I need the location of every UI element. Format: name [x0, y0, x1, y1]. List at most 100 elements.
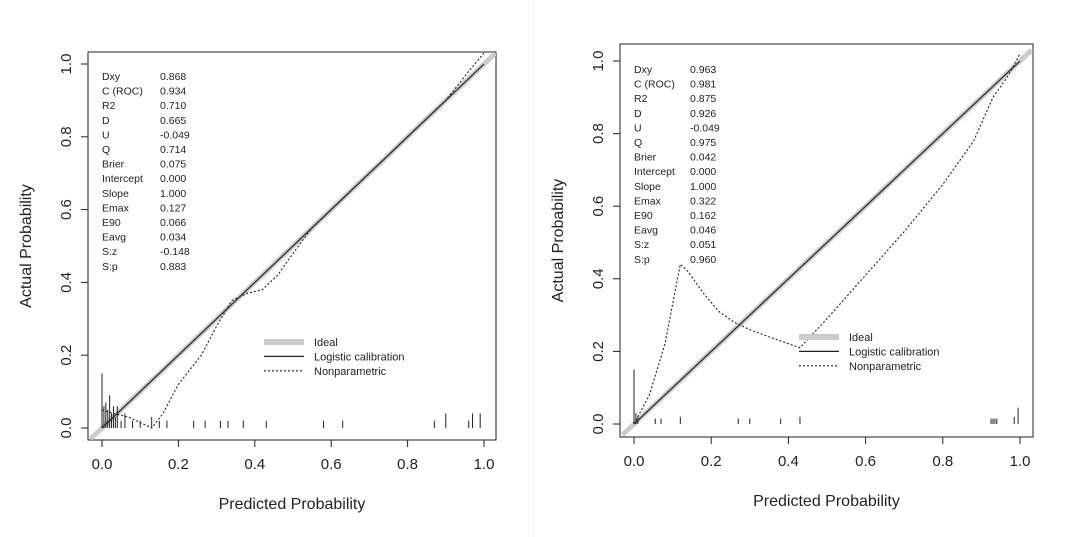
stat-value: 0.127 — [160, 202, 186, 214]
stat-label: Slope — [634, 181, 661, 193]
stat-value: 0.000 — [160, 173, 186, 185]
series-line-solid — [633, 60, 1021, 425]
stat-value: 0.322 — [690, 195, 716, 207]
stat-label: S:z — [634, 239, 649, 251]
stat-label: Intercept — [634, 166, 675, 178]
stat-label: E90 — [634, 210, 653, 222]
stat-label: Emax — [102, 202, 130, 214]
y-axis-title: Actual Probability — [550, 179, 567, 303]
stat-label: Q — [102, 144, 110, 156]
y-tick-label: 0.2 — [58, 345, 75, 366]
stat-label: D — [102, 115, 110, 127]
x-tick-label: 0.0 — [624, 453, 645, 470]
stat-label: C (ROC) — [634, 79, 675, 91]
legend-label: Logistic calibration — [314, 351, 405, 363]
stat-label: U — [102, 129, 110, 141]
stat-value: 0.000 — [690, 166, 716, 178]
stat-label: S:z — [102, 246, 117, 258]
stat-value: 0.034 — [160, 232, 186, 244]
legend-label: Ideal — [314, 337, 338, 349]
stat-value: 0.075 — [160, 159, 186, 171]
x-tick-label: 0.0 — [92, 456, 113, 473]
stat-value: 1.000 — [690, 181, 716, 193]
legend-label: Nonparametric — [314, 366, 387, 378]
stat-label: Intercept — [102, 173, 143, 185]
legend-label: Ideal — [849, 332, 873, 344]
stat-label: U — [634, 122, 642, 134]
stat-value: 0.975 — [690, 137, 716, 149]
x-tick-label: 0.2 — [168, 456, 189, 473]
stat-label: R2 — [634, 93, 648, 105]
x-axis-title: Predicted Probability — [219, 496, 366, 513]
stat-value: 0.934 — [160, 86, 186, 98]
y-tick-label: 0.2 — [590, 341, 607, 362]
stat-value: 0.051 — [690, 239, 716, 251]
stat-value: 1.000 — [160, 188, 186, 200]
stat-value: 0.875 — [690, 93, 716, 105]
stat-label: S:p — [634, 254, 650, 266]
x-tick-label: 1.0 — [474, 456, 495, 473]
y-tick-label: 0.6 — [590, 196, 607, 217]
y-tick-label: 0.0 — [58, 418, 75, 439]
stat-label: Brier — [102, 159, 125, 171]
y-tick-label: 1.0 — [590, 51, 607, 72]
y-tick-label: 1.0 — [58, 54, 75, 75]
x-tick-label: 0.6 — [321, 456, 342, 473]
calibration-plot-left: 0.0 0.2 0.4 0.6 0.8 1.0 0.0 0.2 0.4 0.6 0.8 1.0 Pred… — [18, 51, 497, 513]
y-tick-label: 0.8 — [590, 123, 607, 144]
stat-value: 0.046 — [690, 225, 716, 237]
x-tick-label: 1.0 — [1010, 453, 1031, 470]
stat-value: -0.148 — [160, 246, 190, 258]
x-tick-label: 0.4 — [244, 456, 265, 473]
stat-label: E90 — [102, 217, 121, 229]
stat-value: 0.981 — [690, 79, 716, 91]
stat-label: S:p — [102, 261, 118, 273]
legend-label: Nonparametric — [849, 361, 922, 373]
legend-label: Logistic calibration — [849, 346, 940, 358]
y-tick-label: 0.0 — [590, 414, 607, 435]
calibration-plot-right: 0.0 0.2 0.4 0.6 0.8 1.0 0.0 0.2 0.4 0.6 0.8 1.0 Pred… — [550, 43, 1034, 510]
x-axis-title: Predicted Probability — [753, 493, 900, 510]
stat-label: D — [634, 108, 642, 120]
stat-label: Q — [634, 137, 642, 149]
stat-value: -0.049 — [690, 122, 720, 134]
stat-label: Dxy — [102, 71, 121, 83]
y-tick-label: 0.8 — [58, 126, 75, 147]
stat-label: Eavg — [634, 225, 658, 237]
series-line-dotted — [101, 52, 485, 429]
series-group — [620, 48, 1033, 437]
stat-label: Eavg — [102, 232, 126, 244]
stat-value: 0.162 — [690, 210, 716, 222]
stat-value: 0.960 — [690, 254, 716, 266]
stat-value: 0.066 — [160, 217, 186, 229]
y-tick-label: 0.4 — [590, 268, 607, 289]
stat-label: Emax — [634, 195, 662, 207]
stat-value: 0.926 — [690, 108, 716, 120]
stat-value: 0.883 — [160, 261, 186, 273]
stat-value: -0.049 — [160, 129, 190, 141]
series-line-dotted — [633, 53, 1021, 425]
x-tick-label: 0.2 — [701, 453, 722, 470]
stat-value: 0.963 — [690, 64, 716, 76]
stat-label: Slope — [102, 188, 129, 200]
y-tick-label: 0.6 — [58, 199, 75, 220]
x-tick-label: 0.8 — [397, 456, 418, 473]
x-tick-label: 0.4 — [778, 453, 799, 470]
stat-label: R2 — [102, 100, 116, 112]
stat-label: C (ROC) — [102, 86, 143, 98]
y-tick-label: 0.4 — [58, 272, 75, 293]
stat-value: 0.665 — [160, 115, 186, 127]
stat-value: 0.868 — [160, 71, 186, 83]
stat-value: 0.710 — [160, 100, 186, 112]
stat-label: Dxy — [634, 64, 653, 76]
stat-value: 0.042 — [690, 152, 716, 164]
plot-frame — [87, 51, 497, 441]
y-axis-title: Actual Probability — [18, 184, 35, 308]
x-tick-label: 0.8 — [932, 453, 953, 470]
series-group — [88, 52, 496, 440]
plot-frame — [619, 43, 1034, 438]
x-tick-label: 0.6 — [855, 453, 876, 470]
stat-label: Brier — [634, 152, 657, 164]
